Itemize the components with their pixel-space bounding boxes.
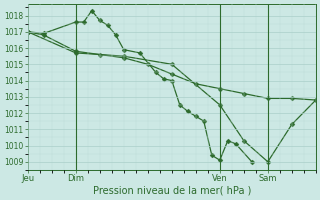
- X-axis label: Pression niveau de la mer( hPa ): Pression niveau de la mer( hPa ): [92, 186, 251, 196]
